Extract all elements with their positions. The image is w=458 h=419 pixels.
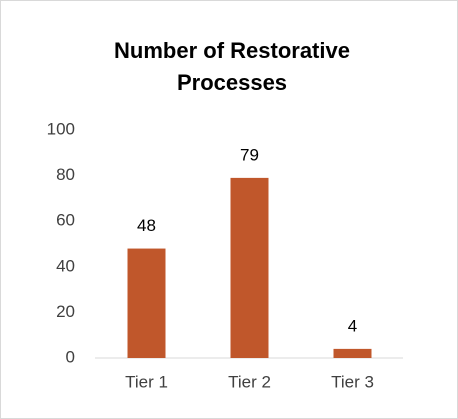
y-tick-label: 0	[66, 347, 75, 366]
bar	[127, 248, 166, 358]
data-label: 79	[240, 145, 259, 164]
y-tick-label: 80	[56, 165, 75, 184]
y-tick-label: 40	[56, 256, 75, 275]
bar	[230, 177, 269, 358]
y-tick-label: 100	[47, 119, 75, 138]
y-tick-label: 20	[56, 302, 75, 321]
x-tick-label: Tier 2	[228, 372, 271, 391]
bar	[333, 348, 372, 358]
x-tick-label: Tier 3	[331, 372, 374, 391]
x-tick-label: Tier 1	[125, 372, 168, 391]
data-label: 48	[137, 216, 156, 235]
chart-title: Processes	[177, 70, 287, 95]
data-label: 4	[348, 316, 357, 335]
chart-title: Number of Restorative	[114, 38, 350, 63]
y-tick-label: 60	[56, 211, 75, 230]
